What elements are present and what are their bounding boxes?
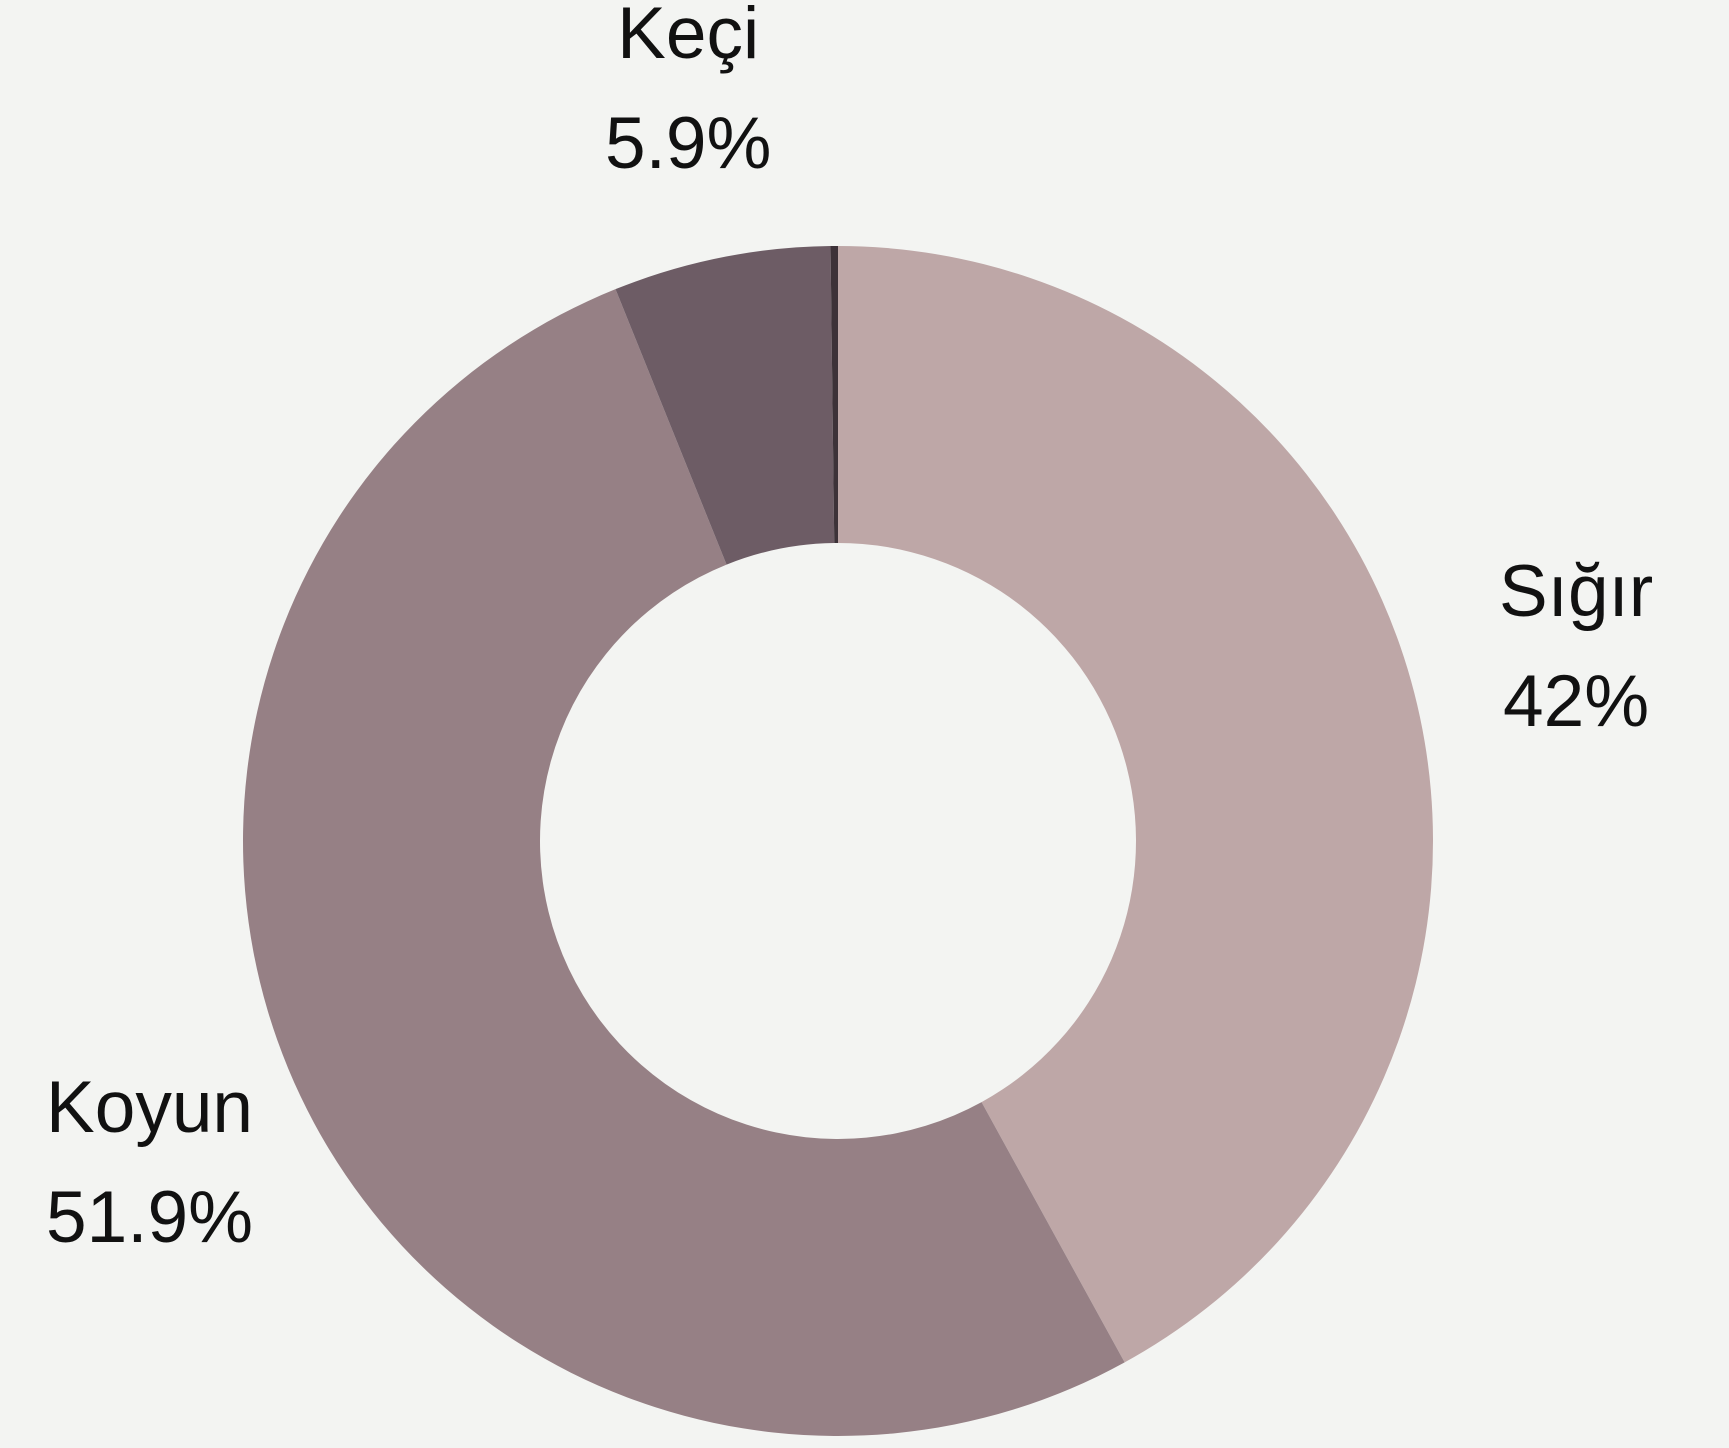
donut-slice [830, 246, 838, 544]
slice-label: Koyun [46, 1067, 253, 1148]
slice-value-label: 42% [1503, 661, 1649, 742]
slice-label: Keçi [617, 0, 759, 74]
slice-value-label: 5.9% [605, 103, 771, 184]
donut-slice [615, 246, 835, 565]
slice-label: Sığır [1499, 551, 1653, 632]
donut-slice [838, 246, 1434, 1363]
donut-slice [242, 289, 1125, 1437]
slice-value-label: 51.9% [46, 1177, 253, 1258]
